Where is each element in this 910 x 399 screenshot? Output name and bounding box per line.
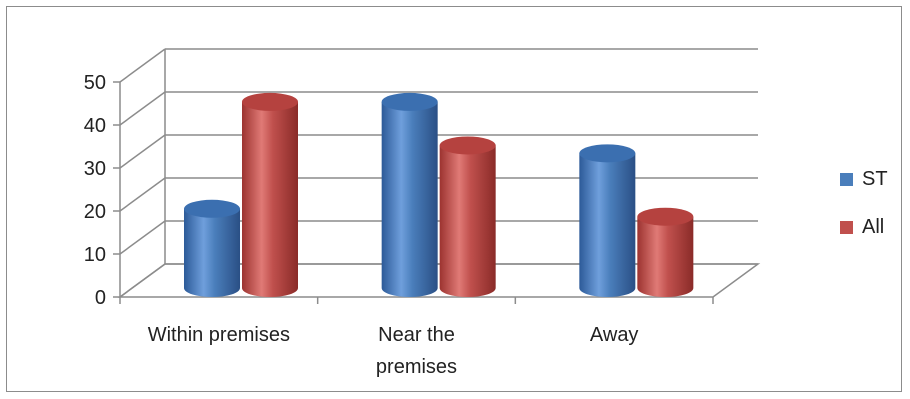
y-tick-label: 50 xyxy=(84,72,106,94)
x-tick-label: Within premises xyxy=(148,324,290,346)
y-tick-label: 10 xyxy=(84,244,106,266)
bar-top-all-2 xyxy=(637,207,694,226)
gridline-diagonal xyxy=(119,134,166,169)
y-tick-label: 40 xyxy=(84,115,106,137)
bar-all-1 xyxy=(439,145,496,297)
y-tick-label: 30 xyxy=(84,158,106,180)
y-tick-label: 20 xyxy=(84,201,106,223)
legend-swatch-st xyxy=(840,173,853,186)
bar-top-st-1 xyxy=(381,92,438,111)
axes xyxy=(113,81,761,304)
gridline-diagonal xyxy=(119,177,166,212)
x-tick-label: premises xyxy=(376,356,457,378)
labels: 0 10 20 30 40 50 Within premises Near the premis… xyxy=(84,72,639,378)
bar-st-2 xyxy=(579,153,636,297)
legend-label-all: All xyxy=(862,216,884,238)
gridline-diagonal xyxy=(119,48,166,83)
bar-all-0 xyxy=(242,101,298,297)
legend: ST All xyxy=(840,168,888,238)
bar-top-all-1 xyxy=(439,136,496,155)
bar-top-st-0 xyxy=(184,199,240,218)
bar-st-0 xyxy=(184,208,240,297)
bar-top-all-0 xyxy=(242,92,298,111)
bar-top-st-2 xyxy=(579,144,636,163)
gridline-diagonal xyxy=(119,91,166,126)
legend-label-st: ST xyxy=(862,168,888,190)
bar-st-1 xyxy=(381,101,438,297)
x-tick-label: Away xyxy=(590,324,639,346)
gridline-diagonal xyxy=(119,220,166,255)
bar-all-2 xyxy=(637,216,694,297)
legend-swatch-all xyxy=(840,221,853,234)
y-tick-label: 0 xyxy=(95,287,106,309)
x-tick-label: Near the xyxy=(378,324,455,346)
bars xyxy=(184,92,694,297)
